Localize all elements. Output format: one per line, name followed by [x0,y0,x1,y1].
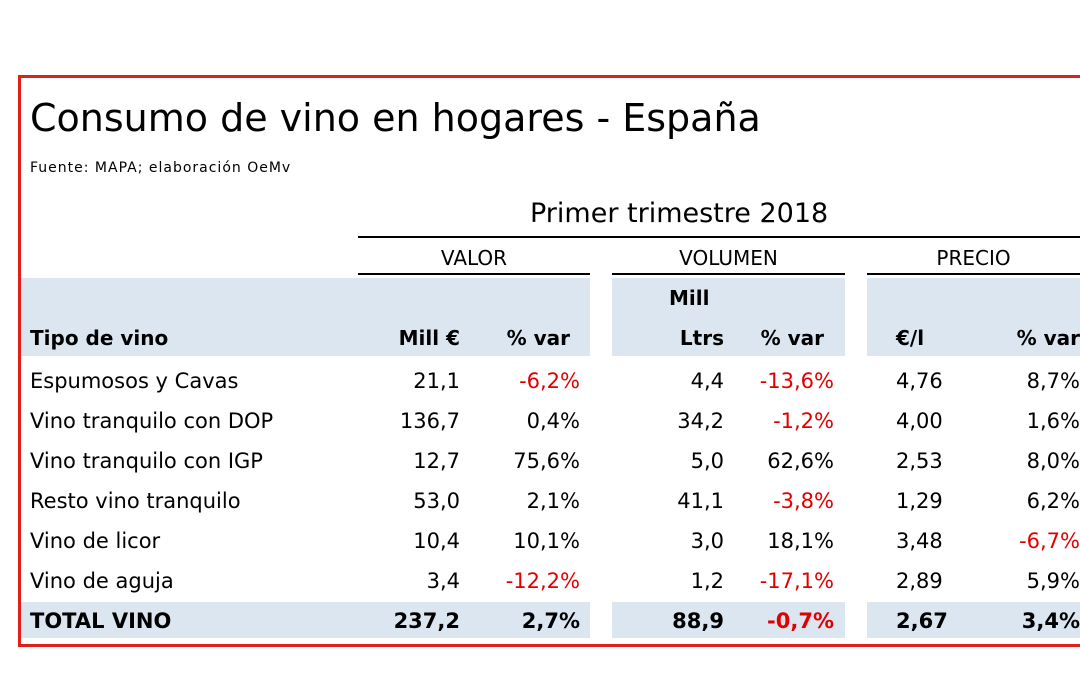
cell-volumen: 3,0 [690,529,724,553]
group-volumen: VOLUMEN [679,246,778,270]
cell-valor: 10,4 [413,529,460,553]
precio-rule [867,273,1080,275]
cell-var-valor: 0,4% [526,409,580,433]
cell-volumen: 1,2 [690,569,724,593]
cell-precio: 3,48 [896,529,943,553]
cell-precio: 2,53 [896,449,943,473]
cell-valor: 3,4 [426,569,460,593]
cell-var-volumen: -0,7% [767,609,834,633]
header-ltrs: Ltrs [679,326,724,350]
cell-var-volumen: 62,6% [767,449,834,473]
cell-var-precio: 8,7% [1026,369,1080,393]
header-band-volumen [612,278,845,356]
total-band-left [21,602,590,638]
header-eur-l: €/l [896,326,925,350]
header-var-precio: % var [1016,326,1080,350]
cell-valor: 12,7 [413,449,460,473]
cell-tipo: Espumosos y Cavas [30,369,239,393]
cell-precio: 2,67 [896,609,948,633]
cell-var-precio: 3,4% [1021,609,1080,633]
cell-precio: 4,00 [896,409,943,433]
cell-var-valor: -12,2% [505,569,580,593]
group-valor: VALOR [440,246,508,270]
page-title: Consumo de vino en hogares - España [30,96,761,140]
cell-volumen: 88,9 [672,609,724,633]
cell-var-valor: 75,6% [513,449,580,473]
cell-valor: 237,2 [393,609,460,633]
cell-var-precio: 5,9% [1026,569,1080,593]
cell-var-precio: 1,6% [1026,409,1080,433]
cell-var-precio: -6,7% [1019,529,1080,553]
cell-var-valor: 2,1% [526,489,580,513]
cell-var-valor: 2,7% [521,609,580,633]
cell-var-volumen: -1,2% [773,409,834,433]
total-band-precio [867,602,1080,638]
header-var-volumen: % var [760,326,824,350]
cell-valor: 136,7 [399,409,460,433]
cell-volumen: 5,0 [690,449,724,473]
cell-var-valor: -6,2% [519,369,580,393]
cell-var-precio: 8,0% [1026,449,1080,473]
source-note: Fuente: MAPA; elaboración OeMv [30,160,292,176]
cell-var-valor: 10,1% [513,529,580,553]
header-var-valor: % var [506,326,570,350]
cell-tipo: Vino de aguja [30,569,174,593]
cell-var-volumen: -17,1% [759,569,834,593]
cell-volumen: 4,4 [690,369,724,393]
volumen-rule [612,273,845,275]
cell-precio: 2,89 [896,569,943,593]
period-rule [358,236,1080,238]
valor-rule [358,273,590,275]
cell-volumen: 34,2 [677,409,724,433]
header-tipo: Tipo de vino [30,326,169,350]
cell-tipo: Resto vino tranquilo [30,489,241,513]
header-mill: Mill [669,286,710,310]
cell-var-volumen: -13,6% [759,369,834,393]
period-title: Primer trimestre 2018 [530,198,829,229]
cell-tipo: TOTAL VINO [30,609,172,633]
cell-precio: 4,76 [896,369,943,393]
cell-var-volumen: 18,1% [767,529,834,553]
cell-tipo: Vino de licor [30,529,161,553]
cell-volumen: 41,1 [677,489,724,513]
cell-tipo: Vino tranquilo con DOP [30,409,274,433]
header-band-left [21,278,590,356]
cell-var-volumen: -3,8% [773,489,834,513]
cell-precio: 1,29 [896,489,943,513]
header-band-precio [867,278,1080,356]
total-band-volumen [612,602,845,638]
table-frame [18,75,1080,647]
header-mill-eur: Mill € [398,326,460,350]
cell-tipo: Vino tranquilo con IGP [30,449,263,473]
cell-valor: 21,1 [413,369,460,393]
cell-var-precio: 6,2% [1026,489,1080,513]
group-precio: PRECIO [936,246,1011,270]
cell-valor: 53,0 [413,489,460,513]
